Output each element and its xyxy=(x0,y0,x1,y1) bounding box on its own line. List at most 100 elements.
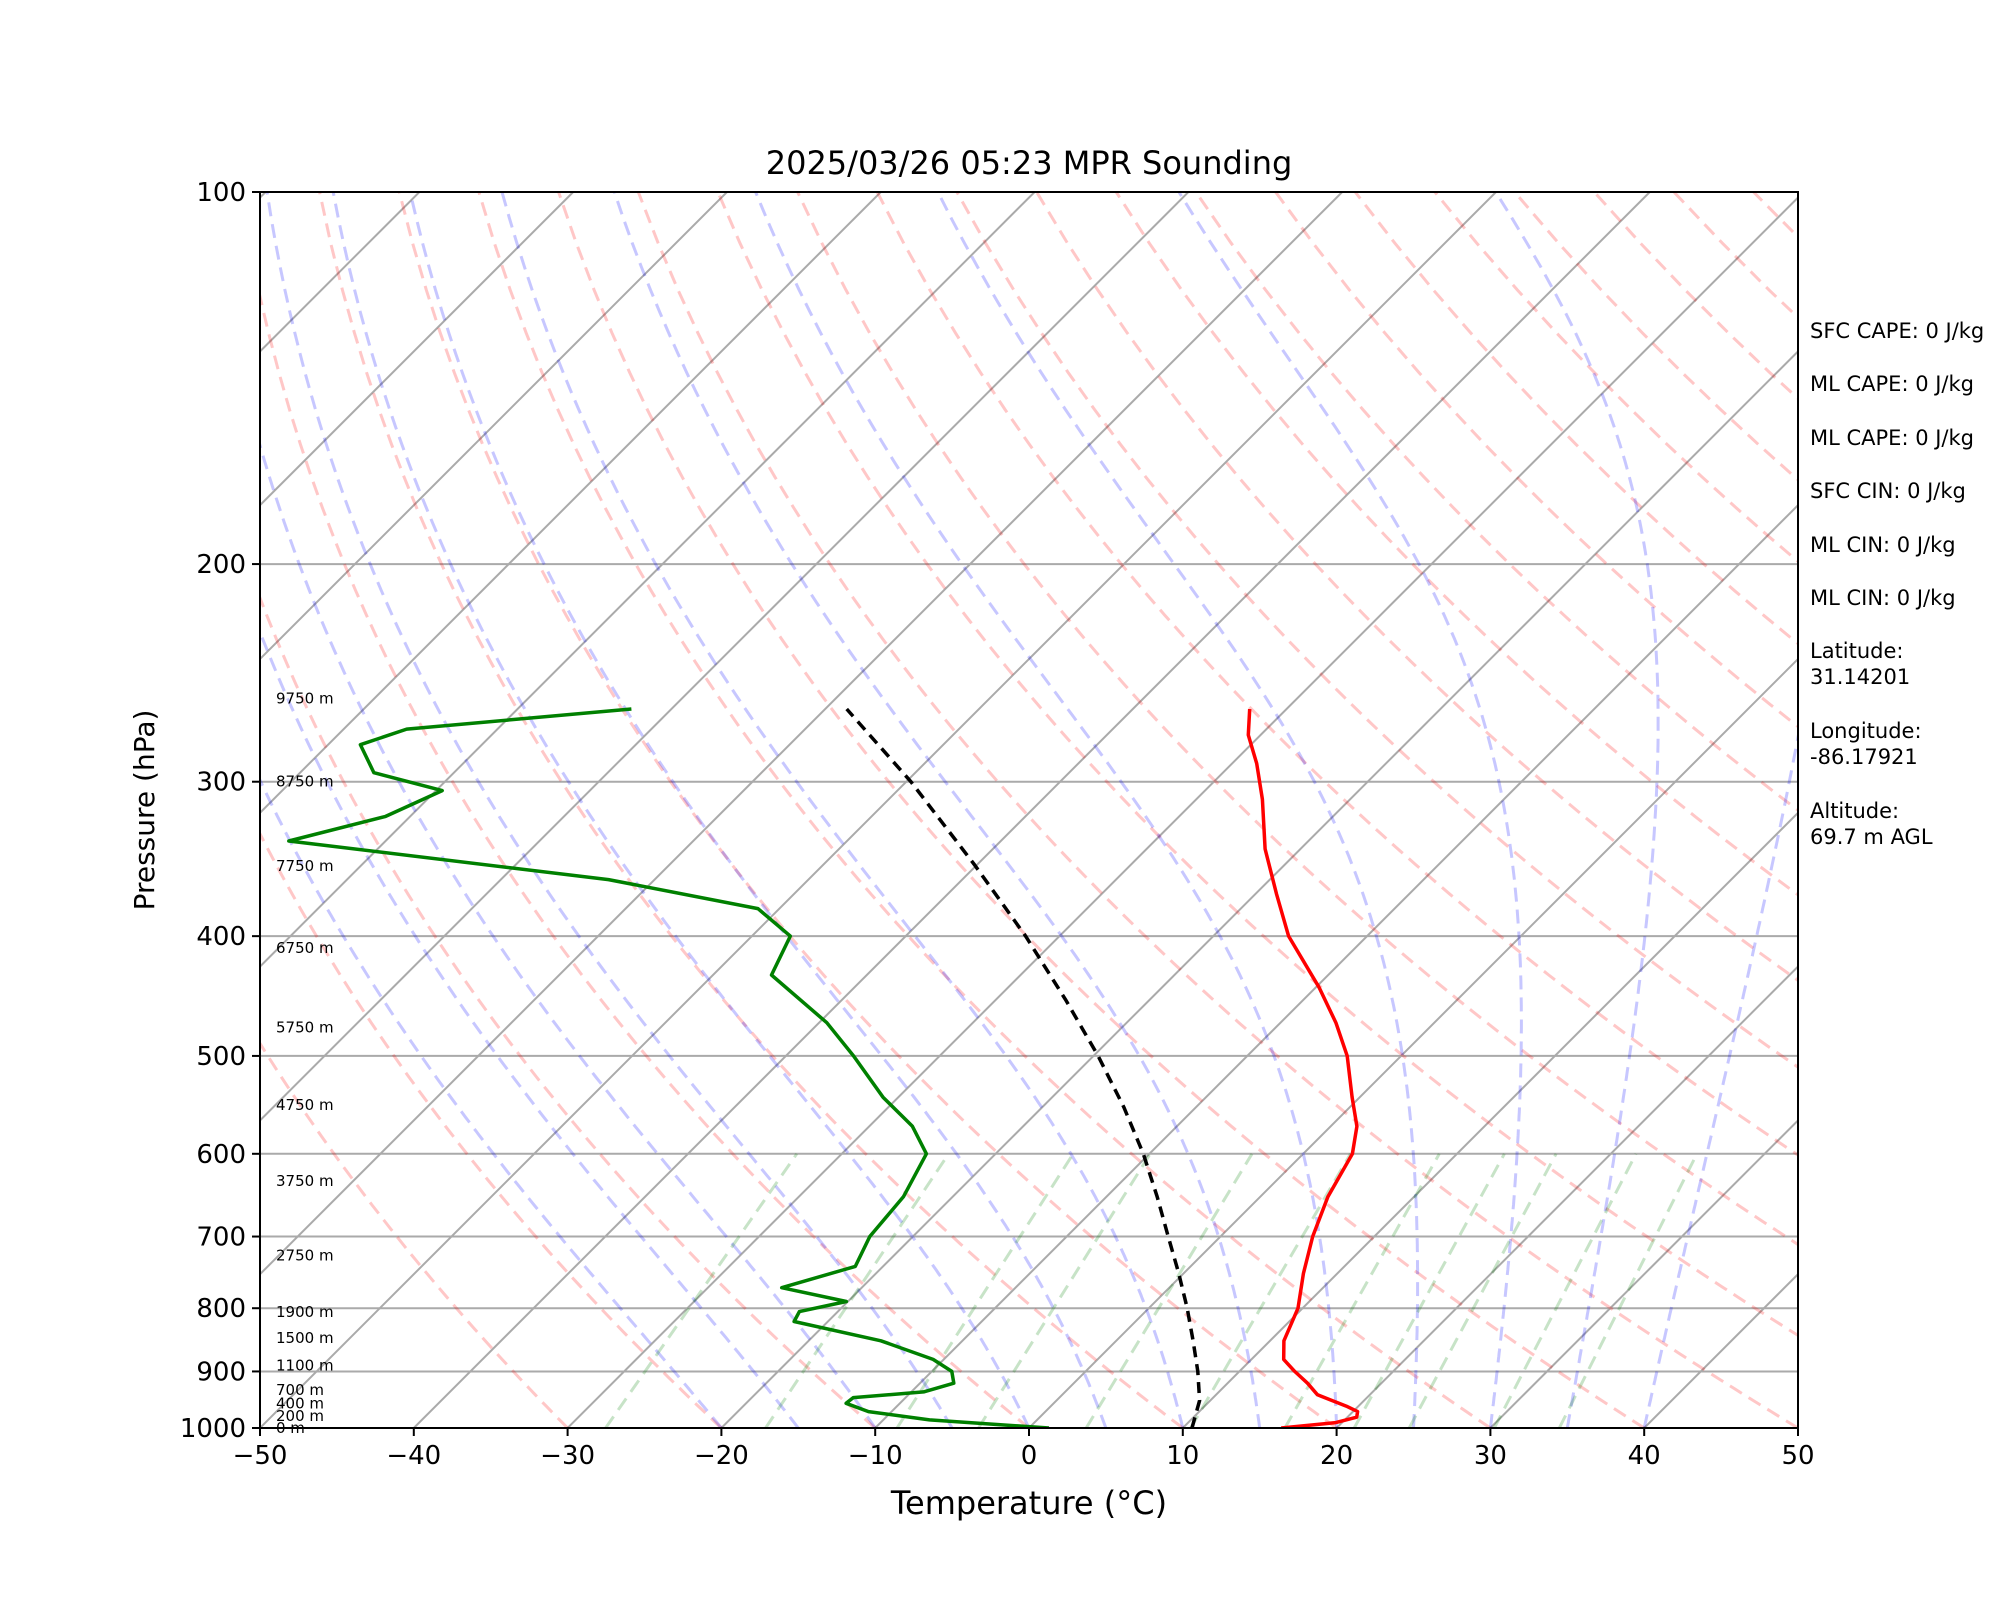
y-tick-label: 100 xyxy=(196,178,246,208)
mixing-ratio-line xyxy=(1189,1153,1352,1428)
height-label: 700 m xyxy=(276,1381,324,1399)
moist-adiabat-line xyxy=(612,192,1262,1428)
height-label: 6750 m xyxy=(276,939,334,957)
moist-adiabat-line xyxy=(500,192,1185,1428)
altitude-value: 69.7 m AGL xyxy=(1810,825,1933,849)
moist-adiabat-line xyxy=(1642,729,1798,1428)
x-tick-label: 10 xyxy=(1166,1441,1199,1471)
height-label: 5750 m xyxy=(276,1018,334,1036)
y-tick-label: 900 xyxy=(196,1357,246,1387)
sfc-cape-text: SFC CAPE: 0 J/kg xyxy=(1810,319,1985,343)
dry-adiabat-line xyxy=(318,192,1184,1428)
altitude-label: Altitude: xyxy=(1810,799,1900,823)
height-label: 8750 m xyxy=(276,773,334,791)
moist-adiabat-line xyxy=(260,776,723,1428)
isotherm-line xyxy=(260,192,728,661)
height-label: 200 m xyxy=(276,1407,324,1425)
dry-adiabat-line xyxy=(716,192,1798,1338)
mixing-ratio-line xyxy=(1407,1153,1558,1428)
dry-adiabat-line xyxy=(557,192,1646,1428)
moist-adiabat-line xyxy=(1494,192,1660,1428)
height-label: 2750 m xyxy=(276,1246,334,1264)
dewpoint-profile-line xyxy=(287,707,1050,1428)
axis-ticks: −50 −40 −30 −20 −10 0 10 20 30 40 50 100 200 300 400 50… xyxy=(180,178,1815,1471)
dry-adiabat-line xyxy=(636,192,1798,1428)
series-layer xyxy=(287,707,1360,1428)
isotherm-line xyxy=(0,192,112,1428)
isotherm-line xyxy=(720,349,1798,1428)
x-tick-label: −50 xyxy=(233,1441,288,1471)
isotherm-line xyxy=(260,192,882,815)
dry-adiabat-line xyxy=(477,192,1492,1428)
longitude-label: Longitude: xyxy=(1810,719,1922,743)
y-tick-label: 400 xyxy=(196,922,246,952)
y-tick-label: 700 xyxy=(196,1223,246,1253)
y-axis-label: Pressure (hPa) xyxy=(128,710,161,911)
dry-adiabat-line xyxy=(260,593,877,1428)
plot-frame xyxy=(259,191,1799,1429)
isotherm-line xyxy=(413,192,1651,1428)
x-tick-label: 50 xyxy=(1781,1441,1814,1471)
mixing-ratio-line xyxy=(1283,1153,1441,1428)
mixing-ratio-line xyxy=(604,1152,799,1428)
latitude-label: Latitude: xyxy=(1810,639,1904,663)
mixing-ratio-line xyxy=(1492,1153,1638,1428)
y-tick-label: 600 xyxy=(196,1140,246,1170)
height-label: 3750 m xyxy=(276,1172,334,1190)
x-tick-label: 20 xyxy=(1320,1441,1353,1471)
ml-cape-text-2: ML CAPE: 0 J/kg xyxy=(1810,426,1975,450)
moist-adiabat-line xyxy=(260,439,877,1428)
height-label: 7750 m xyxy=(276,857,334,875)
ml-cin-text-2: ML CIN: 0 J/kg xyxy=(1810,586,1956,610)
moist-adiabat-line xyxy=(265,192,954,1428)
isotherm-line xyxy=(874,503,1798,1428)
x-tick-label: −20 xyxy=(694,1441,749,1471)
x-tick-label: 30 xyxy=(1474,1441,1507,1471)
x-tick-label: 40 xyxy=(1628,1441,1661,1471)
ml-cape-text: ML CAPE: 0 J/kg xyxy=(1810,372,1975,396)
y-tick-label: 200 xyxy=(196,550,246,580)
temperature-profile-line xyxy=(1246,708,1360,1428)
isotherm-line xyxy=(1028,657,1798,1428)
chart-title: 2025/03/26 05:23 MPR Sounding xyxy=(766,144,1293,182)
moist-adiabat-line xyxy=(408,192,1108,1428)
isotherm-line xyxy=(260,192,1343,1276)
y-tick-label: 500 xyxy=(196,1042,246,1072)
isotherm-line xyxy=(566,196,1798,1428)
dry-adiabat-line xyxy=(260,1040,569,1428)
mixing-ratio-line xyxy=(764,1152,950,1428)
mixing-ratio-line xyxy=(1084,1153,1254,1428)
isotherm-line xyxy=(1489,1118,1798,1428)
parcel-profile-line xyxy=(845,707,1202,1428)
isotherm-line xyxy=(1182,811,1798,1428)
height-label: 1500 m xyxy=(276,1329,334,1347)
height-label: 400 m xyxy=(276,1394,324,1412)
isotherm-line xyxy=(260,192,1036,969)
x-tick-label: 0 xyxy=(1021,1441,1038,1471)
x-tick-label: −10 xyxy=(848,1441,903,1471)
x-tick-label: −40 xyxy=(386,1441,441,1471)
height-label: 1900 m xyxy=(276,1303,334,1321)
longitude-value: -86.17921 xyxy=(1810,745,1918,769)
moist-adiabat-line xyxy=(1177,192,1523,1428)
isotherm-line xyxy=(260,192,574,507)
mixing-ratio-line xyxy=(1557,1153,1699,1428)
dry-adiabat-line xyxy=(796,192,1798,1247)
isotherm-line xyxy=(260,192,1190,1122)
y-tick-label: 1000 xyxy=(180,1414,246,1444)
x-axis-label: Temperature (°C) xyxy=(890,1484,1167,1522)
y-tick-label: 800 xyxy=(196,1294,246,1324)
height-label: 4750 m xyxy=(276,1096,334,1114)
moist-adiabat-line xyxy=(331,192,1031,1428)
latitude-value: 31.14201 xyxy=(1810,665,1911,689)
mixing-ratio-line xyxy=(977,1153,1152,1428)
ml-cin-text: ML CIN: 0 J/kg xyxy=(1810,533,1956,557)
height-label: 1100 m xyxy=(276,1356,334,1374)
grid-layer xyxy=(0,192,1798,1428)
sfc-cin-text: SFC CIN: 0 J/kg xyxy=(1810,479,1966,503)
isotherm-line xyxy=(260,192,1497,1428)
dry-adiabat-line xyxy=(875,192,1798,1157)
moist-adiabat-line xyxy=(260,628,800,1428)
